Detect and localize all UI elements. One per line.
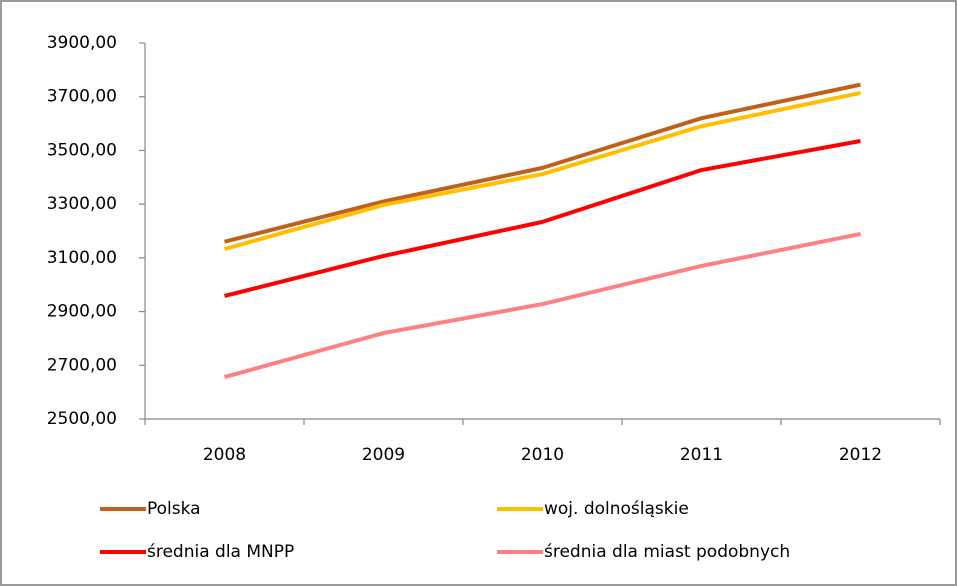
y-tick-label: 3300,00 — [47, 194, 117, 214]
y-tick-label: 3900,00 — [47, 33, 117, 53]
x-tick-label: 2011 — [680, 445, 723, 465]
y-tick-label: 2700,00 — [47, 355, 117, 375]
legend-label: średnia dla miast podobnych — [544, 542, 790, 562]
x-tick-label: 2010 — [521, 445, 564, 465]
y-tick-label: 3700,00 — [47, 87, 117, 107]
legend-label: woj. dolnośląskie — [544, 499, 689, 519]
legend-label: średnia dla MNPP — [147, 542, 294, 562]
legend-label: Polska — [147, 499, 201, 519]
x-tick-label: 2012 — [839, 445, 882, 465]
series-line — [223, 231, 861, 380]
y-tick-label: 2900,00 — [47, 302, 117, 322]
y-tick-label: 3100,00 — [47, 248, 117, 268]
series-line — [224, 82, 861, 244]
series-line — [223, 90, 861, 251]
y-tick-label: 2500,00 — [47, 409, 117, 429]
x-tick-label: 2008 — [203, 445, 246, 465]
x-tick-label: 2009 — [362, 445, 405, 465]
series-line — [224, 139, 861, 298]
y-tick-label: 3500,00 — [47, 140, 117, 160]
